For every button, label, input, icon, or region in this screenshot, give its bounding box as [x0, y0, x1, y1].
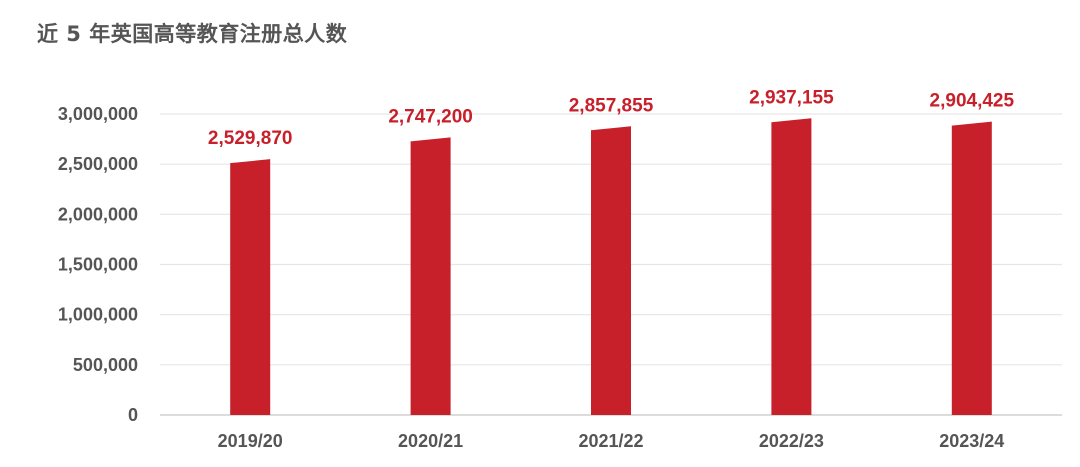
y-tick-label: 2,500,000 [58, 154, 138, 174]
data-label: 2,904,425 [930, 91, 1015, 112]
x-axis-ticks: 2019/20 2020/21 2021/22 2022/23 2023/24 [218, 431, 1005, 451]
x-tick-label: 2023/24 [939, 431, 1004, 451]
bar-2020-21 [410, 137, 451, 416]
data-label: 2,529,870 [208, 128, 293, 149]
y-tick-label: 3,000,000 [58, 104, 138, 124]
y-tick-label: 0 [128, 405, 138, 425]
x-tick-label: 2022/23 [759, 431, 824, 451]
data-label: 2,747,200 [388, 106, 473, 127]
y-tick-label: 1,500,000 [58, 255, 138, 275]
bars [230, 118, 992, 416]
bar-2021-22 [591, 126, 631, 416]
x-tick-label: 2020/21 [398, 431, 463, 451]
chart-title: 近 5 年英国高等教育注册总人数 [37, 22, 348, 46]
bar-2019-20 [230, 159, 271, 415]
data-label: 2,857,855 [569, 95, 654, 116]
bar-2022-23 [771, 118, 812, 415]
y-tick-label: 500,000 [73, 355, 138, 375]
bar-2023-24 [951, 121, 992, 415]
data-label: 2,937,155 [749, 87, 834, 108]
data-labels: 2,529,870 2,747,200 2,857,855 2,937,155 2,90… [208, 87, 1015, 149]
y-axis-ticks: 0 500,000 1,000,000 1,500,000 2,000,000 2,500… [58, 104, 138, 425]
y-tick-label: 2,000,000 [58, 204, 138, 224]
x-tick-label: 2021/22 [578, 431, 643, 451]
y-tick-label: 1,000,000 [58, 305, 138, 325]
x-tick-label: 2019/20 [218, 431, 283, 451]
